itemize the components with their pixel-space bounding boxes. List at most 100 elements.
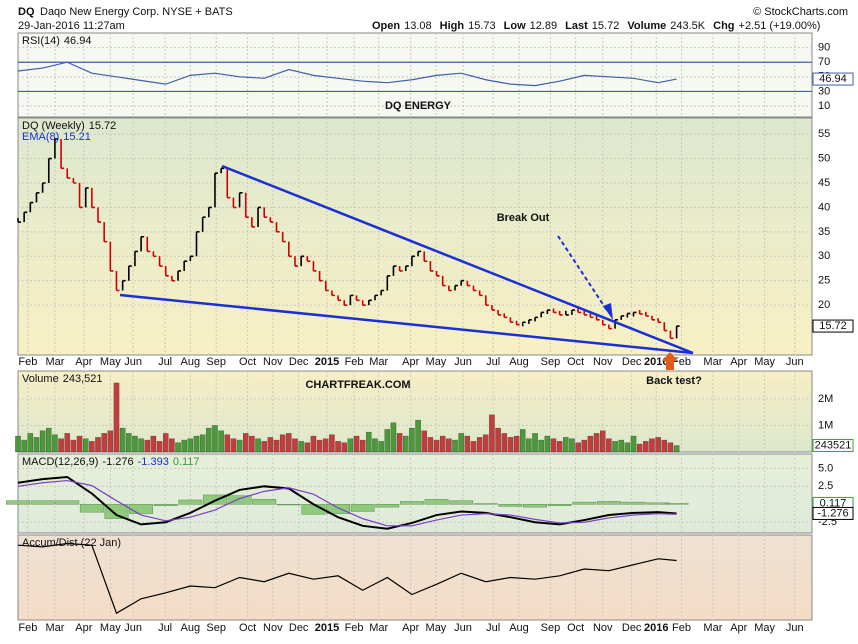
price-bar: [552, 308, 557, 314]
x-tick-label: Aug: [181, 622, 201, 634]
panel-legend: EMA(8) 15.21: [22, 131, 91, 143]
price-bar: [638, 309, 643, 315]
price-bar: [411, 255, 415, 267]
price-bar: [404, 265, 409, 271]
upper-trendline: [221, 164, 694, 355]
x-tick-label: May: [754, 356, 775, 368]
histogram-bar: [6, 500, 30, 505]
quote-label: Last: [565, 20, 588, 32]
x-tick-label: Feb: [672, 356, 691, 368]
y-tick-label: 35: [818, 226, 830, 238]
y-tick-label: 55: [818, 128, 830, 140]
price-bar: [201, 216, 206, 232]
volume-bar: [212, 425, 218, 453]
panel-legend: RSI(14) 46.94: [22, 35, 91, 47]
value-box-label: 0.117: [820, 497, 847, 509]
price-bar: [109, 241, 114, 272]
legend-part: 0.117: [173, 456, 200, 468]
histogram-bar: [375, 504, 400, 508]
x-tick-label: 2016: [644, 356, 668, 368]
volume-bar: [126, 433, 132, 453]
series-line: [17, 479, 677, 527]
price-bar: [392, 265, 397, 276]
histogram-bar: [424, 498, 449, 505]
legend-part: RSI(14): [22, 35, 60, 47]
histogram-bar: [449, 500, 474, 505]
volume-bar: [446, 438, 452, 453]
volume-bar: [89, 441, 95, 453]
price-bar: [91, 187, 95, 209]
histogram-bar: [55, 500, 80, 505]
price-bar: [546, 309, 551, 315]
price-bar: [54, 138, 58, 159]
volume-bar: [544, 435, 551, 453]
y-tick-label: 20: [818, 299, 830, 311]
volume-bar: [27, 433, 34, 453]
price-bar: [275, 222, 280, 233]
price-bar: [466, 280, 471, 287]
y-tick-label: 5.0: [818, 462, 833, 474]
volume-bar: [267, 437, 274, 453]
price-bar: [589, 313, 594, 319]
volume-bar: [292, 438, 298, 453]
price-bar: [620, 315, 625, 320]
panel-legend: MACD(12,26,9) -1.276 -1.393 0.117: [22, 456, 200, 468]
x-tick-label: Dec: [289, 622, 309, 634]
x-tick-label: Aug: [181, 356, 201, 368]
volume-bar: [366, 431, 372, 453]
price-bar: [318, 270, 323, 282]
volume-panel: [17, 370, 813, 453]
x-tick-label: 2015: [315, 356, 339, 368]
volume-bar: [58, 438, 64, 453]
volume-bar: [372, 438, 378, 453]
volume-bar: [181, 439, 187, 453]
annotation: Back test?: [646, 375, 702, 387]
x-tick-label: Feb: [18, 356, 37, 368]
price-bar: [103, 222, 108, 243]
x-tick-label: Mar: [45, 622, 64, 634]
price-bar: [177, 270, 182, 281]
value-box: [812, 72, 854, 86]
backtest-arrow: [662, 352, 678, 370]
volume-bar: [378, 441, 384, 453]
volume-bar: [15, 435, 21, 453]
legend-part: Accum/Dist (22 Jan): [22, 537, 121, 549]
x-tick-label: May: [100, 622, 121, 634]
x-tick-label: 2015: [315, 622, 339, 634]
price-bar: [626, 312, 631, 318]
price-bar: [361, 300, 366, 306]
volume-bar: [261, 441, 267, 453]
volume-bar: [150, 435, 157, 453]
y-tick-label: 30: [818, 85, 830, 97]
price-panel: [17, 117, 813, 356]
volume-bar: [310, 435, 317, 453]
price-bar: [398, 266, 403, 272]
y-tick-label: 50: [818, 152, 830, 164]
symbol: DQ: [18, 6, 35, 18]
price-bar: [472, 285, 477, 292]
x-tick-label: Nov: [263, 622, 283, 634]
legend-part: -1.393: [138, 456, 169, 468]
x-tick-label: Jun: [124, 622, 142, 634]
price-bar: [324, 280, 329, 292]
volume-bar: [519, 429, 526, 453]
price-bar: [60, 139, 65, 170]
price-bar: [244, 192, 249, 218]
x-tick-label: Jul: [158, 622, 172, 634]
x-tick-label: Jun: [786, 356, 804, 368]
price-bar: [429, 261, 434, 272]
price-bar: [146, 236, 151, 253]
volume-bar: [193, 435, 200, 453]
x-tick-label: May: [426, 356, 447, 368]
volume-bar: [501, 433, 507, 453]
volume-bar: [507, 437, 514, 453]
volume-bar: [113, 382, 120, 453]
x-tick-label: Jul: [486, 622, 500, 634]
quote-label: Volume: [627, 20, 666, 32]
x-tick-label: May: [754, 622, 775, 634]
x-tick-label: 2016: [644, 622, 668, 634]
x-tick-label: Mar: [703, 356, 722, 368]
x-tick-label: Aug: [509, 622, 529, 634]
x-tick-label: Apr: [75, 356, 92, 368]
price-bar: [417, 250, 422, 257]
